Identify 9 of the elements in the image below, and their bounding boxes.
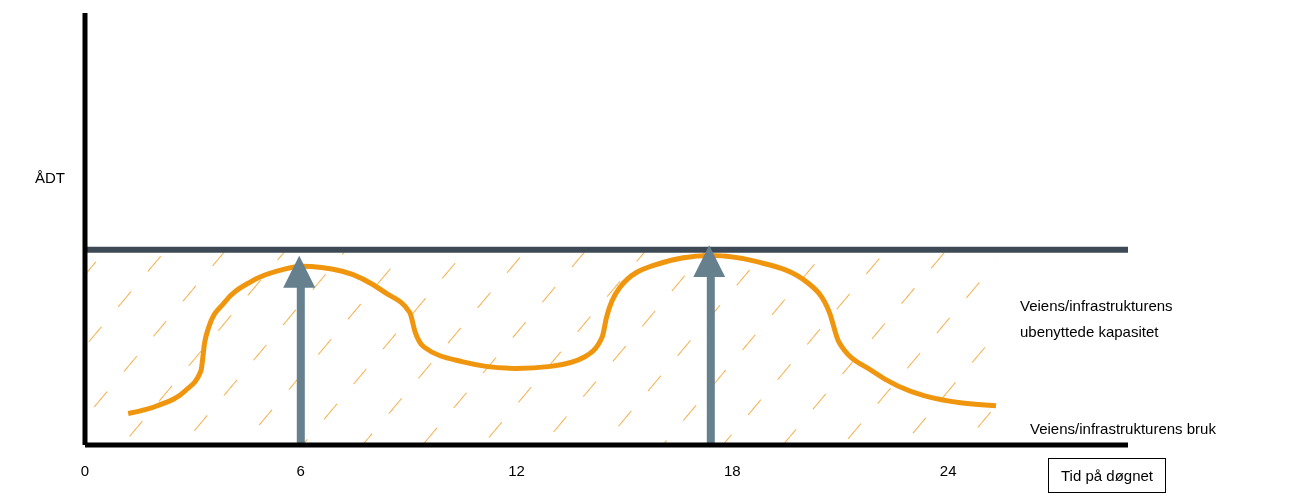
x-axis-title: Tid på døgnet bbox=[1048, 458, 1166, 493]
band-label: Veiens/infrastrukturens ubenyttede kapasitet bbox=[1020, 296, 1174, 342]
x-tick-label: 12 bbox=[508, 461, 525, 479]
x-tick-label: 0 bbox=[80, 461, 90, 479]
x-tick-label: 24 bbox=[939, 461, 957, 479]
x-tick-label: 18 bbox=[724, 461, 741, 479]
text: Veiens/infrastrukturens bruk bbox=[1030, 420, 1216, 437]
x-tick-label: 6 bbox=[296, 461, 305, 479]
y-axis-title: ÅDT bbox=[35, 169, 65, 186]
